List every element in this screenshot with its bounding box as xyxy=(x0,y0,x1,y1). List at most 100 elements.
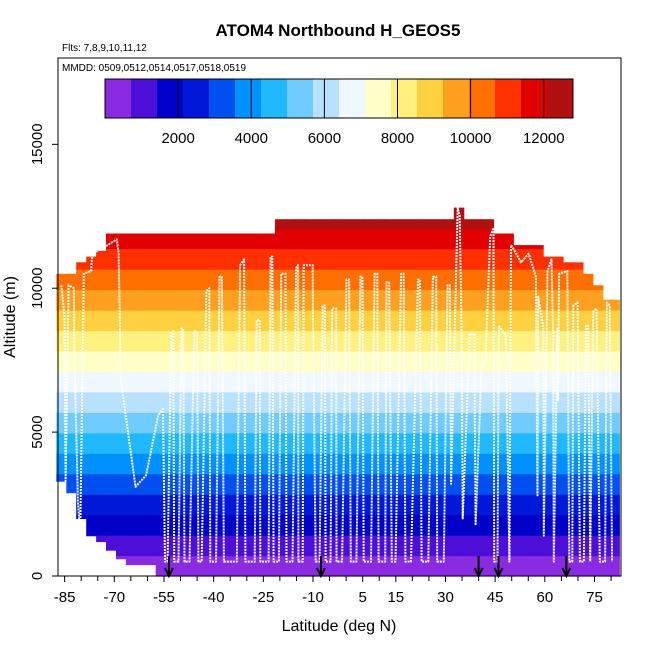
heatmap-cell xyxy=(96,514,107,536)
heatmap-cell xyxy=(155,350,167,372)
heatmap-cell xyxy=(404,330,415,352)
x-tick-label: 15 xyxy=(387,589,404,606)
colorbar-swatch xyxy=(313,79,340,118)
heatmap-cell xyxy=(364,535,375,557)
heatmap-cell xyxy=(364,310,375,332)
heatmap-cell xyxy=(284,535,296,557)
heatmap-cell xyxy=(195,310,206,332)
heatmap-cell xyxy=(523,494,534,516)
heatmap-cell xyxy=(294,350,306,372)
heatmap-cell xyxy=(145,514,157,536)
heatmap-cell xyxy=(553,412,564,434)
heatmap-cell xyxy=(573,514,584,536)
heatmap-cell xyxy=(433,473,445,495)
heatmap-cell xyxy=(563,310,574,332)
heatmap-cell xyxy=(463,310,475,332)
heatmap-cell xyxy=(543,535,554,557)
heatmap-cell xyxy=(324,412,336,434)
heatmap-cell xyxy=(245,555,256,577)
heatmap-cell xyxy=(423,391,435,413)
heatmap-cell xyxy=(423,432,435,454)
heatmap-cell xyxy=(284,269,296,291)
heatmap-cell xyxy=(284,453,296,475)
heatmap-cell xyxy=(533,555,544,577)
heatmap-cell xyxy=(116,371,127,393)
heatmap-cell xyxy=(106,494,117,516)
heatmap-cell xyxy=(56,350,67,372)
heatmap-cell xyxy=(245,473,256,495)
heatmap-cell xyxy=(483,391,495,413)
heatmap-cell xyxy=(573,330,584,352)
heatmap-cell xyxy=(513,245,524,250)
heatmap-cell xyxy=(76,330,87,352)
heatmap-cell xyxy=(66,350,77,372)
heatmap-cell xyxy=(145,391,157,413)
heatmap-cell xyxy=(235,233,246,250)
heatmap-cell xyxy=(175,412,187,434)
heatmap-cell xyxy=(96,269,107,291)
heatmap-cell xyxy=(125,248,137,270)
heatmap-cell xyxy=(503,432,514,454)
heatmap-cell xyxy=(602,453,614,475)
heatmap-cell xyxy=(602,371,614,393)
heatmap-cell xyxy=(255,233,266,250)
heatmap-cell xyxy=(354,453,365,475)
heatmap-cell xyxy=(116,310,127,332)
heatmap-cell xyxy=(215,514,226,536)
heatmap-cell xyxy=(404,432,415,454)
heatmap-cell xyxy=(284,555,296,577)
heatmap-cell xyxy=(334,391,345,413)
heatmap-cell xyxy=(423,473,435,495)
heatmap-cell xyxy=(284,228,296,250)
heatmap-cell xyxy=(463,473,475,495)
heatmap-cell xyxy=(384,248,395,270)
heatmap-cell xyxy=(414,330,425,352)
heatmap-cell xyxy=(304,432,316,454)
heatmap-cell xyxy=(274,535,286,557)
heatmap-cell xyxy=(394,289,405,311)
heatmap-cell xyxy=(582,310,594,332)
heatmap-cell xyxy=(294,228,306,250)
heatmap-cell xyxy=(76,262,87,270)
heatmap-cell xyxy=(493,310,504,332)
heatmap-cell xyxy=(245,233,256,250)
flight-track xyxy=(60,206,614,563)
heatmap-cell xyxy=(294,453,306,475)
heatmap-cell xyxy=(374,350,385,372)
heatmap-cell xyxy=(553,514,564,536)
heatmap-cell xyxy=(294,248,306,270)
heatmap-cell xyxy=(175,269,187,291)
y-tick-label: 10000 xyxy=(29,267,46,309)
heatmap-cell xyxy=(195,412,206,434)
heatmap-cell xyxy=(404,310,415,332)
heatmap-cell xyxy=(324,219,336,229)
heatmap-cell xyxy=(334,310,345,332)
heatmap-cell xyxy=(493,453,504,475)
heatmap-cell xyxy=(235,453,246,475)
heatmap-cell xyxy=(215,233,226,250)
heatmap-cell xyxy=(453,330,465,352)
heatmap-cell xyxy=(116,555,127,560)
heatmap-cell xyxy=(473,269,485,291)
heatmap-cell xyxy=(384,269,395,291)
heatmap-cell xyxy=(354,432,365,454)
heatmap-cell xyxy=(523,514,534,536)
heatmap-cell xyxy=(513,269,524,291)
heatmap-cell xyxy=(165,310,177,332)
heatmap-cell xyxy=(284,330,296,352)
heatmap-cell xyxy=(96,432,107,454)
heatmap-cell xyxy=(374,453,385,475)
heatmap-cell xyxy=(245,391,256,413)
heatmap-cell xyxy=(314,219,326,229)
heatmap-cell xyxy=(165,473,177,495)
heatmap-cell xyxy=(394,219,405,229)
heatmap-cell xyxy=(503,289,514,311)
heatmap-cell xyxy=(513,330,524,352)
heatmap-cell xyxy=(384,228,395,250)
heatmap-cell xyxy=(543,514,554,536)
heatmap-cell xyxy=(483,514,495,536)
heatmap-cell xyxy=(483,494,495,516)
heatmap-cell xyxy=(433,228,445,250)
colorbar-swatch xyxy=(105,79,132,118)
heatmap-cell xyxy=(334,371,345,393)
